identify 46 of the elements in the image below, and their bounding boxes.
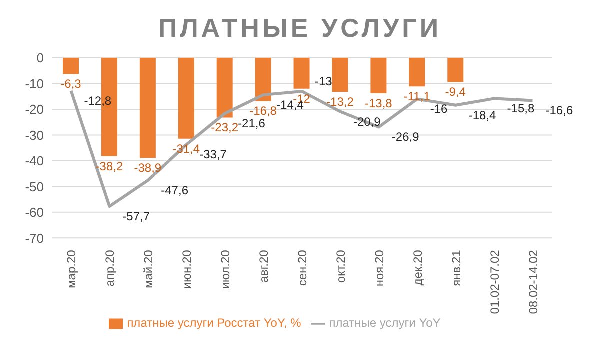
data-label: -57,7 [122,210,150,224]
x-tick-label: 08.02-14.02 [526,250,540,314]
y-tick-label: -60 [25,205,44,220]
data-label: -9,4 [445,85,466,100]
data-label: -13 [315,74,333,88]
data-label: -33,7 [200,148,228,162]
y-tick-label: 0 [36,50,44,66]
x-tick-label: окт.20 [334,250,348,284]
y-tick-label: -50 [25,179,44,194]
legend-label: платные услуги Росстат YoY, % [127,316,302,330]
data-label: -6,3 [60,77,82,92]
data-label: -16,6 [546,104,574,118]
x-tick-label: мар.20 [64,250,79,288]
x-tick-label: июл.20 [218,250,233,290]
line-series [70,89,534,208]
data-label: -26,9 [392,130,420,144]
y-tick-label: -10 [25,76,44,92]
data-label: -38,9 [134,161,162,176]
legend-label: платные услуги YoY [329,316,441,330]
y-tick-label: -20 [25,102,44,118]
data-label: -47,6 [161,184,189,198]
data-label: -13,8 [365,96,393,111]
y-tick-label: -40 [25,154,44,169]
x-tick-label: апр.20 [103,250,118,287]
data-label: -15,8 [507,102,535,116]
x-tick-label: авг.20 [257,250,272,283]
y-tick-label: -70 [25,230,44,246]
data-label: -16 [430,102,448,116]
data-label: -18,4 [468,108,497,122]
data-label: -16,8 [250,104,278,118]
data-label: -31,4 [172,142,200,156]
data-label: -11,1 [404,90,431,104]
x-tick-label: дек.20 [410,250,425,286]
x-tick-label: июн.20 [180,250,194,290]
x-tick-label: сен.20 [296,250,310,286]
data-label: -38,2 [96,159,124,174]
data-label: -20,9 [353,114,382,129]
data-label: -21,6 [238,116,266,131]
x-tick-label: ноя.20 [372,250,386,287]
chart-title: ПЛАТНЫЕ УСЛУГИ [157,12,443,45]
x-tick-label: 01.02-07.02 [488,250,502,314]
data-label: -13,2 [326,94,354,109]
y-tick-label: -30 [25,128,44,143]
x-tick-label: янв.21 [449,250,464,286]
data-label: -23,2 [211,120,239,135]
x-tick-label: май.20 [142,250,156,288]
